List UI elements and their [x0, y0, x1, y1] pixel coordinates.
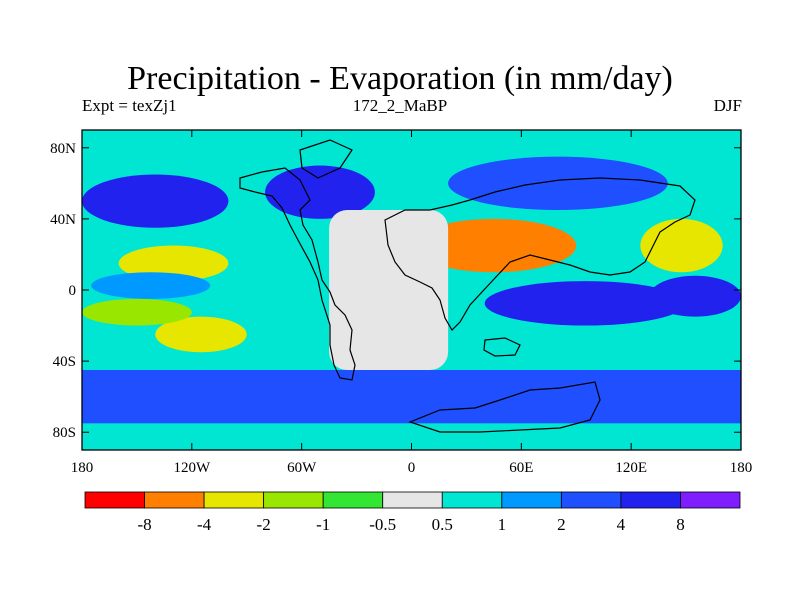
- colorbar-swatch-1: [144, 491, 205, 509]
- coastline-antarctica: [408, 381, 601, 433]
- colorbar-label-3: -1: [316, 515, 330, 534]
- x-tick-label-5: 120E: [615, 460, 647, 476]
- region-9: [640, 218, 723, 273]
- x-tick-label-0: 180: [71, 460, 94, 476]
- colorbar-swatch-9: [620, 491, 681, 509]
- colorbar-label-5: 0.5: [432, 515, 453, 534]
- coastline-greenland: [299, 139, 353, 179]
- colorbar-label-4: -0.5: [369, 515, 396, 534]
- colorbar-label-0: -8: [137, 515, 151, 534]
- colorbar-swatch-5: [382, 491, 443, 509]
- x-tick-label-1: 120W: [173, 460, 211, 476]
- coastline-eurasia-africa: [384, 177, 696, 331]
- region-8: [484, 281, 687, 326]
- region-2: [448, 156, 668, 210]
- run-label: 172_2_MaBP: [352, 96, 448, 115]
- colorbar-label-1: -4: [197, 515, 212, 534]
- coastline-australia: [483, 337, 521, 357]
- experiment-label: Expt = texZj1: [82, 96, 177, 115]
- colorbar-label-8: 4: [617, 515, 626, 534]
- colorbar-label-9: 8: [676, 515, 685, 534]
- colorbar-swatch-7: [501, 491, 562, 509]
- y-tick-label-4: 80S: [53, 425, 76, 441]
- x-tick-label-2: 60W: [287, 460, 317, 476]
- region-3: [118, 245, 229, 282]
- region-6: [82, 298, 192, 326]
- colorbar-label-2: -2: [257, 515, 271, 534]
- y-tick-label-3: 40S: [53, 354, 76, 370]
- colorbar-swatch-0: [84, 491, 145, 509]
- y-tick-label-2: 0: [69, 283, 77, 299]
- region-10: [649, 275, 741, 317]
- region-7: [411, 218, 577, 273]
- colorbar-label-7: 2: [557, 515, 566, 534]
- region-12: [329, 210, 449, 370]
- season-label: DJF: [713, 96, 742, 115]
- y-tick-label-1: 40N: [50, 212, 76, 228]
- region-4: [91, 272, 211, 299]
- map-field: [82, 130, 741, 450]
- colorbar-label-6: 1: [498, 515, 507, 534]
- chart-title: Precipitation - Evaporation (in mm/day): [127, 60, 673, 97]
- colorbar-swatch-8: [560, 491, 622, 509]
- region-1: [265, 165, 375, 219]
- colorbar-swatch-6: [441, 491, 503, 509]
- colorbar-swatch-3: [263, 491, 324, 509]
- y-tick-label-0: 80N: [50, 141, 76, 157]
- x-tick-label-3: 0: [408, 460, 416, 476]
- colorbar-swatch-4: [322, 491, 384, 509]
- x-tick-label-4: 60E: [509, 460, 533, 476]
- coastline-americas: [239, 167, 356, 381]
- region-5: [155, 316, 247, 353]
- x-tick-label-6: 180: [730, 460, 753, 476]
- region-11: [82, 370, 741, 424]
- colorbar-swatch-2: [203, 491, 265, 509]
- colorbar-swatch-10: [680, 491, 741, 509]
- region-0: [82, 174, 229, 228]
